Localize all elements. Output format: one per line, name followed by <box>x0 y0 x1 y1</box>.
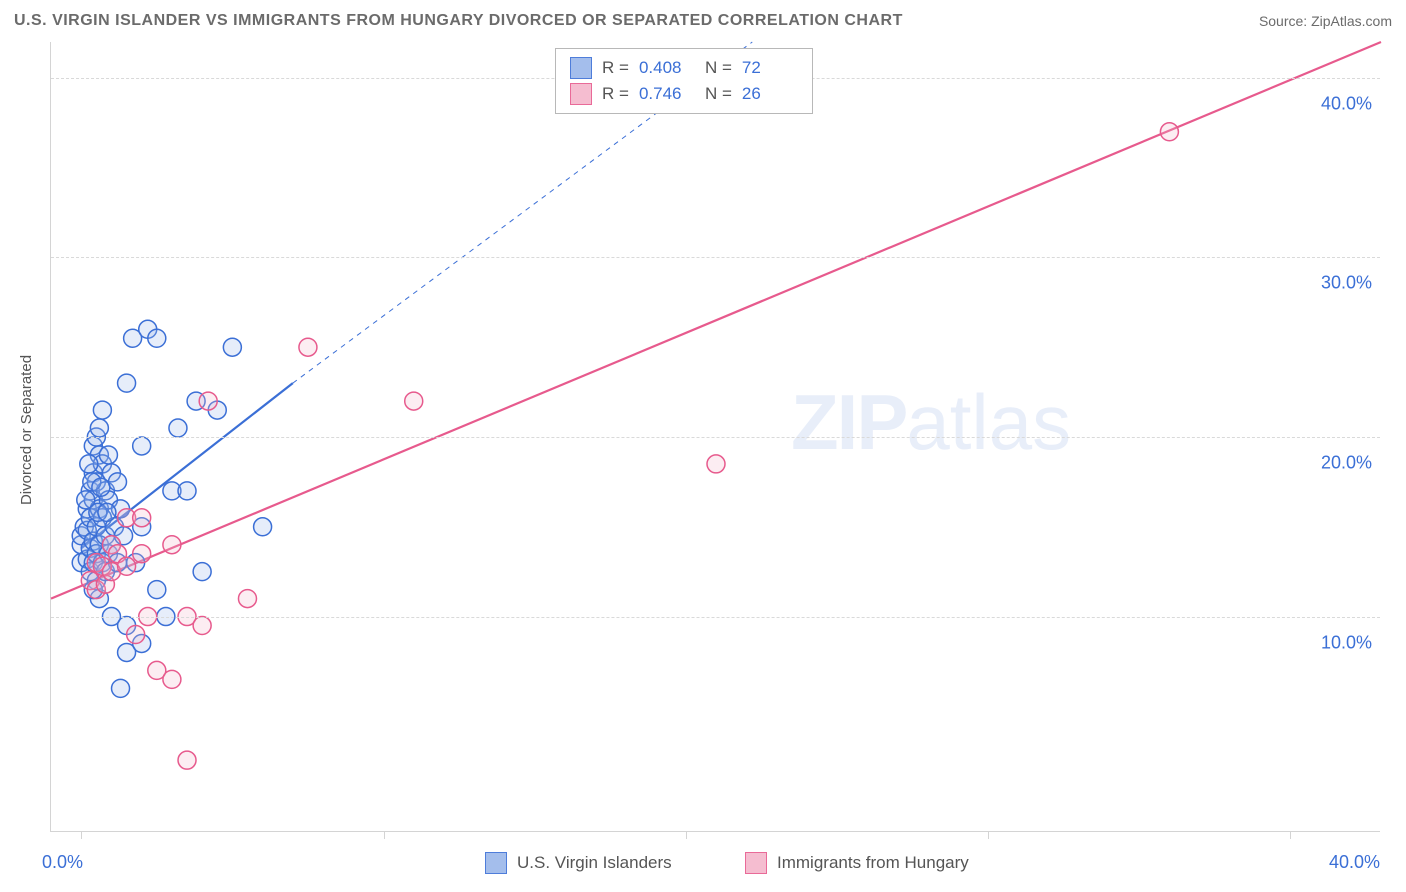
swatch-series-2 <box>570 83 592 105</box>
y-tick-label: 40.0% <box>1321 93 1372 114</box>
stats-r-1: 0.408 <box>639 58 695 78</box>
legend-swatch-1 <box>485 852 507 874</box>
stats-row-1: R = 0.408 N = 72 <box>570 55 798 81</box>
stats-box: R = 0.408 N = 72 R = 0.746 N = 26 <box>555 48 813 114</box>
stats-row-2: R = 0.746 N = 26 <box>570 81 798 107</box>
x-tick <box>81 831 82 839</box>
gridline <box>51 617 1380 618</box>
stats-n-2: 26 <box>742 84 798 104</box>
gridline <box>51 257 1380 258</box>
legend-label-1: U.S. Virgin Islanders <box>517 853 672 873</box>
x-tick <box>686 831 687 839</box>
x-min-label: 0.0% <box>42 852 83 873</box>
stats-r-2: 0.746 <box>639 84 695 104</box>
y-tick-label: 10.0% <box>1321 632 1372 653</box>
source-label: Source: ZipAtlas.com <box>1259 13 1392 29</box>
legend-swatch-2 <box>745 852 767 874</box>
stats-n-1: 72 <box>742 58 798 78</box>
x-tick <box>384 831 385 839</box>
x-tick <box>988 831 989 839</box>
chart-title: U.S. VIRGIN ISLANDER VS IMMIGRANTS FROM … <box>14 12 903 30</box>
legend-series-1: U.S. Virgin Islanders <box>485 852 672 874</box>
y-tick-label: 30.0% <box>1321 273 1372 294</box>
swatch-series-1 <box>570 57 592 79</box>
x-tick <box>1290 831 1291 839</box>
y-tick-label: 20.0% <box>1321 453 1372 474</box>
gridline <box>51 437 1380 438</box>
title-bar: U.S. VIRGIN ISLANDER VS IMMIGRANTS FROM … <box>14 12 1392 30</box>
legend-series-2: Immigrants from Hungary <box>745 852 969 874</box>
x-max-label: 40.0% <box>1329 852 1380 873</box>
legend-label-2: Immigrants from Hungary <box>777 853 969 873</box>
y-axis-label: Divorced or Separated <box>18 355 35 505</box>
plot-area: ZIPatlas 10.0%20.0%30.0%40.0% <box>50 42 1380 832</box>
